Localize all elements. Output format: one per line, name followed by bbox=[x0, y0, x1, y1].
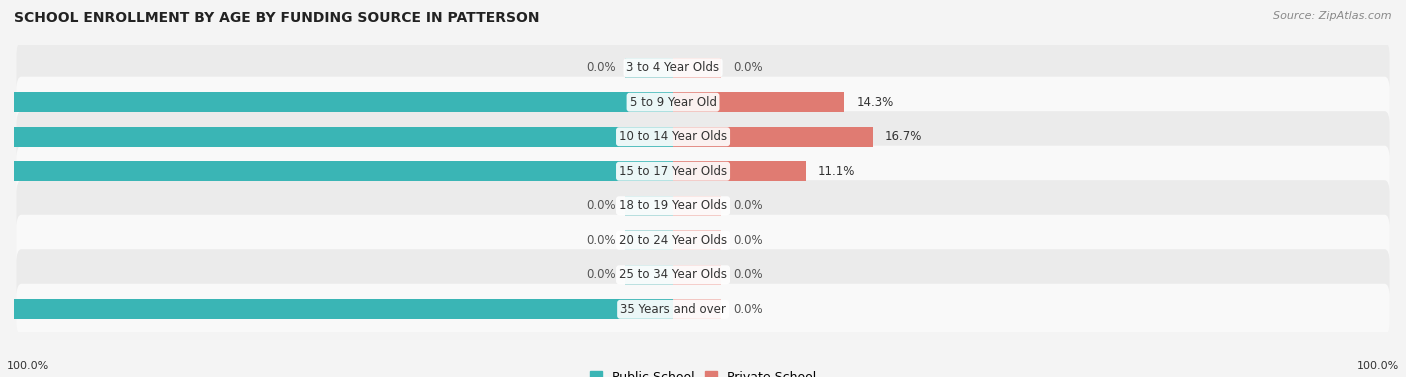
Text: 0.0%: 0.0% bbox=[733, 303, 762, 316]
Text: 0.0%: 0.0% bbox=[733, 268, 762, 281]
Text: 100.0%: 100.0% bbox=[1357, 361, 1399, 371]
Legend: Public School, Private School: Public School, Private School bbox=[585, 366, 821, 377]
Text: 35 Years and over: 35 Years and over bbox=[620, 303, 725, 316]
Text: 100.0%: 100.0% bbox=[7, 361, 49, 371]
FancyBboxPatch shape bbox=[17, 146, 1389, 197]
FancyBboxPatch shape bbox=[17, 249, 1389, 300]
Text: 0.0%: 0.0% bbox=[586, 234, 616, 247]
Text: 0.0%: 0.0% bbox=[586, 61, 616, 74]
Text: SCHOOL ENROLLMENT BY AGE BY FUNDING SOURCE IN PATTERSON: SCHOOL ENROLLMENT BY AGE BY FUNDING SOUR… bbox=[14, 11, 540, 25]
Bar bbox=[626, 265, 673, 285]
Text: Source: ZipAtlas.com: Source: ZipAtlas.com bbox=[1274, 11, 1392, 21]
Text: 0.0%: 0.0% bbox=[733, 61, 762, 74]
Text: 11.1%: 11.1% bbox=[818, 165, 855, 178]
Text: 14.3%: 14.3% bbox=[856, 96, 894, 109]
Text: 0.0%: 0.0% bbox=[586, 199, 616, 212]
Text: 10 to 14 Year Olds: 10 to 14 Year Olds bbox=[619, 130, 727, 143]
Text: 15 to 17 Year Olds: 15 to 17 Year Olds bbox=[619, 165, 727, 178]
Bar bbox=[0, 161, 673, 181]
Bar bbox=[0, 92, 673, 112]
Text: 16.7%: 16.7% bbox=[886, 130, 922, 143]
FancyBboxPatch shape bbox=[17, 111, 1389, 162]
Text: 0.0%: 0.0% bbox=[733, 199, 762, 212]
Bar bbox=[626, 230, 673, 250]
FancyBboxPatch shape bbox=[17, 77, 1389, 128]
Bar bbox=[673, 161, 806, 181]
Bar bbox=[673, 92, 845, 112]
Bar bbox=[0, 299, 673, 319]
FancyBboxPatch shape bbox=[17, 42, 1389, 93]
Bar bbox=[626, 58, 673, 78]
Text: 5 to 9 Year Old: 5 to 9 Year Old bbox=[630, 96, 717, 109]
Bar bbox=[673, 58, 721, 78]
Bar bbox=[673, 265, 721, 285]
Bar bbox=[673, 127, 873, 147]
Text: 0.0%: 0.0% bbox=[733, 234, 762, 247]
FancyBboxPatch shape bbox=[17, 284, 1389, 335]
Bar bbox=[626, 196, 673, 216]
Text: 0.0%: 0.0% bbox=[586, 268, 616, 281]
Text: 18 to 19 Year Olds: 18 to 19 Year Olds bbox=[619, 199, 727, 212]
Text: 20 to 24 Year Olds: 20 to 24 Year Olds bbox=[619, 234, 727, 247]
Text: 25 to 34 Year Olds: 25 to 34 Year Olds bbox=[619, 268, 727, 281]
Bar bbox=[0, 127, 673, 147]
Bar bbox=[673, 299, 721, 319]
FancyBboxPatch shape bbox=[17, 180, 1389, 231]
Bar bbox=[673, 196, 721, 216]
Bar bbox=[673, 230, 721, 250]
Text: 3 to 4 Year Olds: 3 to 4 Year Olds bbox=[627, 61, 720, 74]
FancyBboxPatch shape bbox=[17, 215, 1389, 266]
